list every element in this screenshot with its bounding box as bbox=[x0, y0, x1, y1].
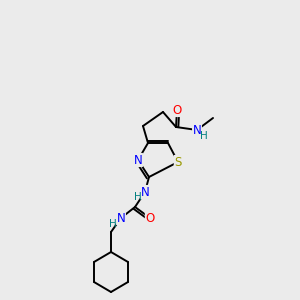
Text: H: H bbox=[134, 192, 142, 202]
Text: N: N bbox=[134, 154, 142, 166]
Text: H: H bbox=[200, 131, 208, 141]
Text: O: O bbox=[146, 212, 154, 224]
Text: N: N bbox=[141, 185, 149, 199]
Text: H: H bbox=[109, 219, 117, 229]
Text: N: N bbox=[193, 124, 201, 136]
Text: N: N bbox=[117, 212, 125, 224]
Text: O: O bbox=[172, 103, 182, 116]
Text: S: S bbox=[174, 155, 182, 169]
